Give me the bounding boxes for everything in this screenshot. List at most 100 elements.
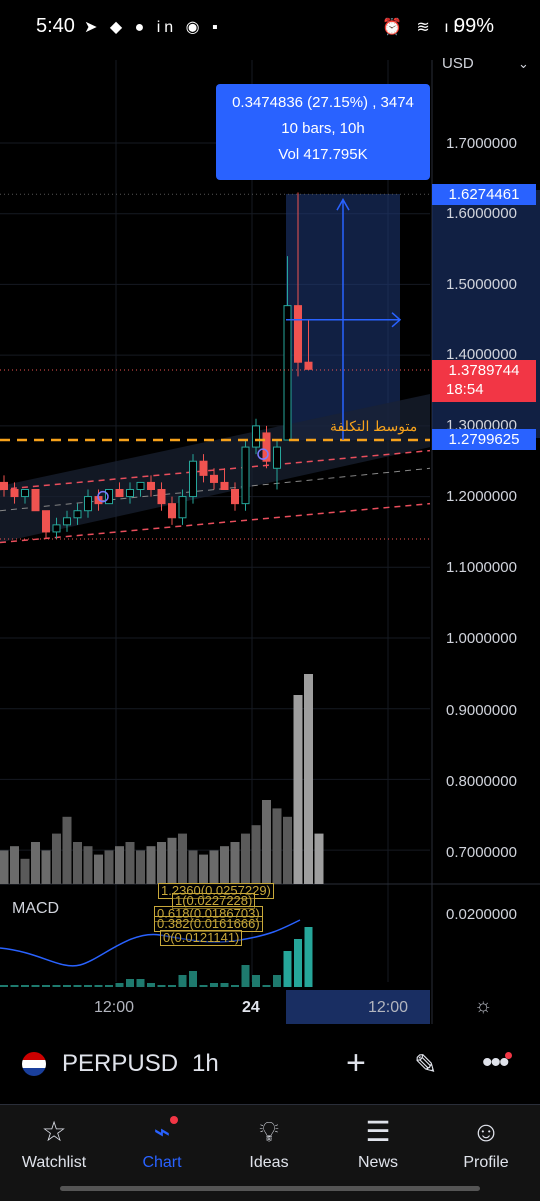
channel-lower	[0, 502, 431, 544]
status-time: 5:40	[36, 15, 75, 37]
volume-bar	[0, 850, 9, 884]
candle-body	[136, 481, 145, 490]
macd-hist-bar	[84, 985, 92, 987]
nav-watchlist[interactable]: ☆ Watchlist	[4, 1110, 104, 1172]
volume-bar	[230, 842, 240, 884]
macd-hist-bar	[252, 975, 260, 987]
macd-hist-bar	[304, 927, 313, 987]
notification-icons: ➤ ◆ ● in ◉ ▪	[84, 19, 222, 36]
candle-body	[168, 503, 176, 519]
nav-label: Profile	[463, 1154, 509, 1171]
candle-body	[84, 496, 92, 512]
candle-body	[115, 489, 124, 498]
fib-level: 1.2360(0.0257229)	[158, 883, 274, 899]
profile-icon: ☺	[471, 1116, 501, 1147]
macd-hist-bar	[42, 985, 50, 987]
drawing-pen-icon[interactable]: ✎	[414, 1049, 438, 1080]
volume-bar	[146, 846, 156, 884]
time-tick: 12:00	[368, 999, 409, 1016]
star-icon: ☆	[41, 1116, 67, 1147]
fib-level: 1(0.0227228)	[172, 893, 256, 909]
macd-hist-bar	[147, 983, 155, 987]
nav-chart[interactable]: ⌁ Chart	[112, 1110, 212, 1172]
candle-body	[294, 305, 302, 363]
candle-body	[231, 489, 239, 505]
candle-body	[304, 361, 313, 370]
volume-bar	[188, 850, 198, 884]
macd-hist-bar	[273, 975, 281, 987]
macd-label[interactable]: MACD	[12, 900, 60, 917]
nav-profile[interactable]: ☺ Profile	[436, 1110, 536, 1172]
cost-basis-label: متوسط التكلفة	[330, 418, 418, 434]
price-tick: 1.1000000	[446, 559, 517, 576]
symbol-bar	[0, 1036, 540, 1096]
candle-body	[157, 489, 166, 505]
volume-bar	[209, 850, 219, 884]
interval-selector[interactable]: 1h	[192, 1050, 219, 1077]
volume-bar	[262, 800, 271, 884]
chart-overlays	[0, 193, 430, 540]
macd-hist-bar	[241, 965, 250, 987]
macd-hist-bar	[157, 985, 166, 987]
macd-hist-bar	[231, 985, 239, 987]
volume-bar	[104, 850, 114, 884]
volume-bar	[178, 833, 187, 884]
bottom-nav	[0, 1104, 540, 1201]
macd-hist-bar	[31, 985, 40, 987]
volume-bar	[251, 825, 261, 884]
currency-selector[interactable]: USD	[442, 55, 474, 72]
volume-bar	[41, 850, 51, 884]
volume-bar	[220, 846, 229, 884]
volume-bars	[0, 674, 324, 884]
macd-hist-bar	[168, 985, 176, 987]
time-axis-highlight	[286, 990, 430, 1024]
price-tick: 0.9000000	[446, 702, 517, 719]
candle-body	[21, 489, 29, 498]
candle-body	[262, 432, 271, 462]
macd-hist-bar	[262, 985, 271, 987]
chevron-down-icon[interactable]: ⌄	[518, 56, 529, 71]
candle-body	[283, 305, 292, 441]
candle-body	[73, 510, 82, 519]
tooltip-bars: 10 bars, 10h	[281, 120, 365, 137]
volume-bar	[293, 695, 303, 884]
nav-ideas[interactable]: 💡︎ Ideas	[219, 1110, 319, 1172]
volume-bar	[10, 846, 19, 884]
symbol-name[interactable]: PERPUSD	[62, 1050, 179, 1077]
theme-sun-icon[interactable]: ☼	[474, 995, 493, 1017]
macd-axis-tick: 0.0200000	[446, 906, 517, 923]
countdown-badge: 18:54	[432, 380, 536, 402]
high-price-badge: 1.6274461	[432, 184, 536, 205]
nav-label: Watchlist	[21, 1154, 87, 1171]
price-tick: 0.8000000	[446, 773, 517, 790]
plus-icon[interactable]: +	[346, 1044, 366, 1082]
volume-bar	[62, 816, 72, 884]
candle-body	[52, 524, 61, 533]
candle-body	[178, 496, 187, 519]
time-tick: 12:00	[94, 999, 135, 1016]
chart-icon: ⌁	[153, 1116, 171, 1147]
nav-label: News	[357, 1154, 398, 1171]
more-icon[interactable]: •••	[482, 1046, 509, 1079]
candle-body	[126, 489, 134, 498]
candle-body	[220, 481, 229, 490]
channel-upper	[0, 449, 431, 491]
volume-bar	[199, 854, 208, 884]
measure-arrow-right	[391, 312, 402, 328]
home-indicator	[60, 1186, 480, 1191]
price-tick: 1.0000000	[446, 630, 517, 647]
macd-hist-bar	[52, 985, 61, 987]
news-icon: ☰	[365, 1116, 391, 1147]
nav-news[interactable]: ☰ News	[328, 1110, 428, 1172]
volume-bar	[52, 833, 61, 884]
notification-dot	[505, 1052, 512, 1059]
fib-level: 0.618(0.0186703)	[154, 906, 263, 922]
macd-hist-bar	[63, 985, 71, 987]
candle-body	[189, 460, 197, 498]
volume-bar	[136, 850, 145, 884]
tooltip-change: 0.3474836 (27.15%) , 3474	[232, 94, 414, 111]
trend-channel	[0, 394, 431, 544]
volume-bar	[115, 846, 124, 884]
channel-fill	[0, 394, 430, 543]
volume-bar	[314, 833, 324, 884]
